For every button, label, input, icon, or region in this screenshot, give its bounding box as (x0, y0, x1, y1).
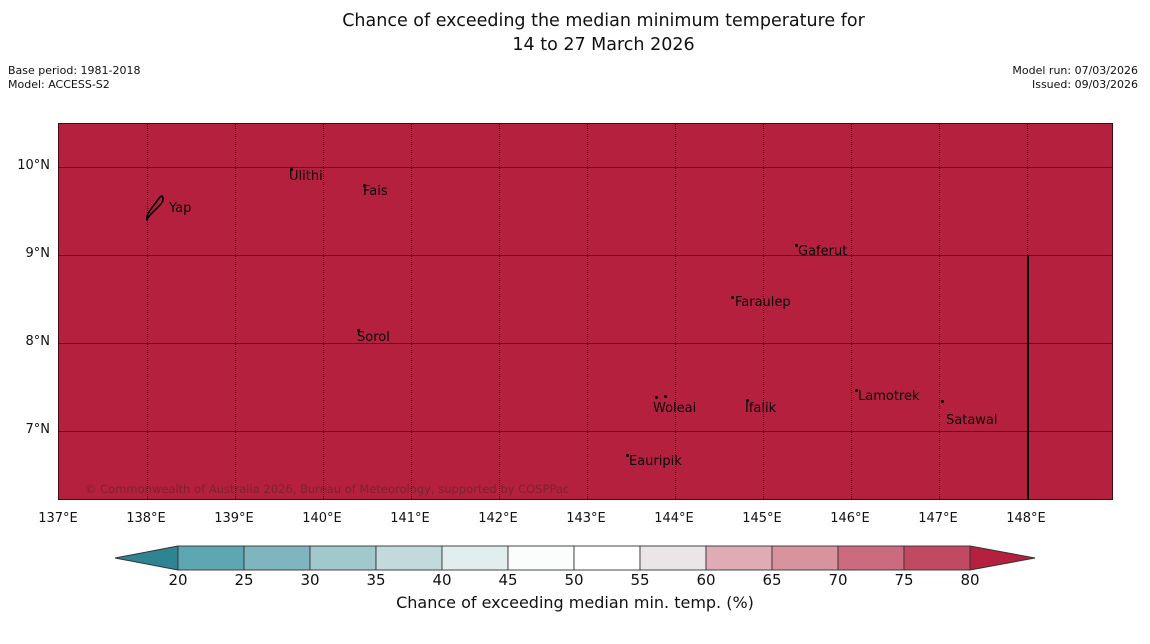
lon-tick-label: 146°E (830, 511, 870, 526)
colorbar-axis-label: Chance of exceeding median min. temp. (%… (396, 593, 754, 612)
colorbar-segment (243, 545, 311, 571)
island-label: Fais (363, 184, 388, 199)
island-label: Sorol (357, 330, 390, 345)
colorbar-tick-label: 70 (828, 571, 847, 589)
island-marker-dot (290, 168, 293, 171)
colorbar-segment (441, 545, 509, 571)
island-label: Ifalik (745, 401, 777, 416)
island-marker-dot (357, 329, 360, 332)
island-marker-dot (746, 399, 749, 402)
lon-tick-label: 139°E (214, 511, 254, 526)
lon-tick-label: 144°E (654, 511, 694, 526)
colorbar-tick-label: 25 (234, 571, 253, 589)
colorbar-tick-label: 60 (696, 571, 715, 589)
latitude-gridline (59, 167, 1112, 168)
colorbar-segment (177, 545, 245, 571)
lon-tick-label: 145°E (742, 511, 782, 526)
latitude-gridline (59, 431, 1112, 432)
island-label: Gaferut (798, 244, 848, 259)
longitude-gridline (323, 124, 324, 499)
longitude-gridline (411, 124, 412, 499)
colorbar-segment (639, 545, 707, 571)
page-title: Chance of exceeding the median minimum t… (56, 9, 1150, 57)
colorbar-tick-label: 65 (762, 571, 781, 589)
latitude-gridline (59, 343, 1112, 344)
run-metadata-left: Base period: 1981-2018 Model: ACCESS-S2 (8, 64, 140, 91)
colorbar-segment (507, 545, 575, 571)
colorbar-over-arrow (969, 545, 1036, 571)
lon-tick-label: 140°E (302, 511, 342, 526)
longitude-gridline (587, 124, 588, 499)
colorbar-segment (771, 545, 839, 571)
longitude-gridline (939, 124, 940, 499)
island-label: Yap (169, 201, 192, 216)
island-label: Woleai (653, 401, 697, 416)
run-metadata-right: Model run: 07/03/2026 Issued: 09/03/2026 (1012, 64, 1138, 91)
longitude-gridline (675, 124, 676, 499)
base-period-text: Base period: 1981-2018 (8, 64, 141, 77)
colorbar-tick-label: 50 (564, 571, 583, 589)
model-run-text: Model run: 07/03/2026 (1012, 64, 1138, 77)
longitude-gridline (851, 124, 852, 499)
colorbar-tick-label: 35 (366, 571, 385, 589)
copyright-notice: © Commonwealth of Australia 2026, Bureau… (85, 482, 570, 496)
longitude-gridline (763, 124, 764, 499)
colorbar-segment (573, 545, 641, 571)
colorbar-segment (375, 545, 443, 571)
lon-tick-label: 137°E (38, 511, 78, 526)
colorbar-tick-label: 40 (432, 571, 451, 589)
lon-tick-label: 141°E (390, 511, 430, 526)
island-marker-dot (363, 184, 366, 187)
island-label: Satawal (946, 413, 998, 428)
island-marker-dot (731, 296, 734, 299)
colorbar-tick-label: 80 (960, 571, 979, 589)
longitude-gridline (499, 124, 500, 499)
longitude-gridline (147, 124, 148, 499)
lon-tick-label: 142°E (478, 511, 518, 526)
lat-tick-label: 9°N (25, 246, 51, 261)
island-marker-dot (855, 389, 858, 392)
island-label: Faraulep (735, 295, 791, 310)
latitude-gridline (59, 255, 1112, 256)
lon-tick-label: 148°E (1006, 511, 1046, 526)
island-marker-dot (664, 395, 667, 398)
lat-tick-label: 7°N (25, 422, 51, 437)
island-marker-dot (941, 400, 944, 403)
lat-tick-label: 8°N (25, 334, 51, 349)
colorbar-tick-label: 75 (894, 571, 913, 589)
colorbar-segment (837, 545, 905, 571)
colorbar-tick-label: 30 (300, 571, 319, 589)
model-text: Model: ACCESS-S2 (8, 77, 110, 91)
state-boundary-line (1027, 255, 1029, 500)
lon-tick-label: 138°E (126, 511, 166, 526)
longitude-gridline (235, 124, 236, 499)
colorbar-tick-label: 55 (630, 571, 649, 589)
island-label: Ulithi (289, 169, 323, 184)
island-marker-dot (655, 396, 658, 399)
title-line-2: 14 to 27 March 2026 (512, 35, 695, 55)
lat-tick-label: 10°N (17, 158, 50, 173)
colorbar-segment (309, 545, 377, 571)
colorbar: 20 25 30 35 40 45 50 55 60 65 70 75 80 (114, 545, 1036, 589)
lon-tick-label: 147°E (918, 511, 958, 526)
lon-tick-label: 143°E (566, 511, 606, 526)
colorbar-segment (903, 545, 971, 571)
island-label: Lamotrek (858, 389, 920, 404)
yap-island-outline (145, 194, 169, 226)
colorbar-segment (705, 545, 773, 571)
island-marker-dot (626, 454, 629, 457)
map-canvas: © Commonwealth of Australia 2026, Bureau… (58, 123, 1113, 500)
title-line-1: Chance of exceeding the median minimum t… (342, 11, 865, 31)
island-marker-dot (795, 244, 798, 247)
issued-text: Issued: 09/03/2026 (1031, 77, 1138, 91)
colorbar-under-arrow (114, 545, 179, 571)
colorbar-tick-label: 45 (498, 571, 517, 589)
colorbar-tick-label: 20 (168, 571, 187, 589)
island-label: Eauripik (629, 454, 682, 469)
